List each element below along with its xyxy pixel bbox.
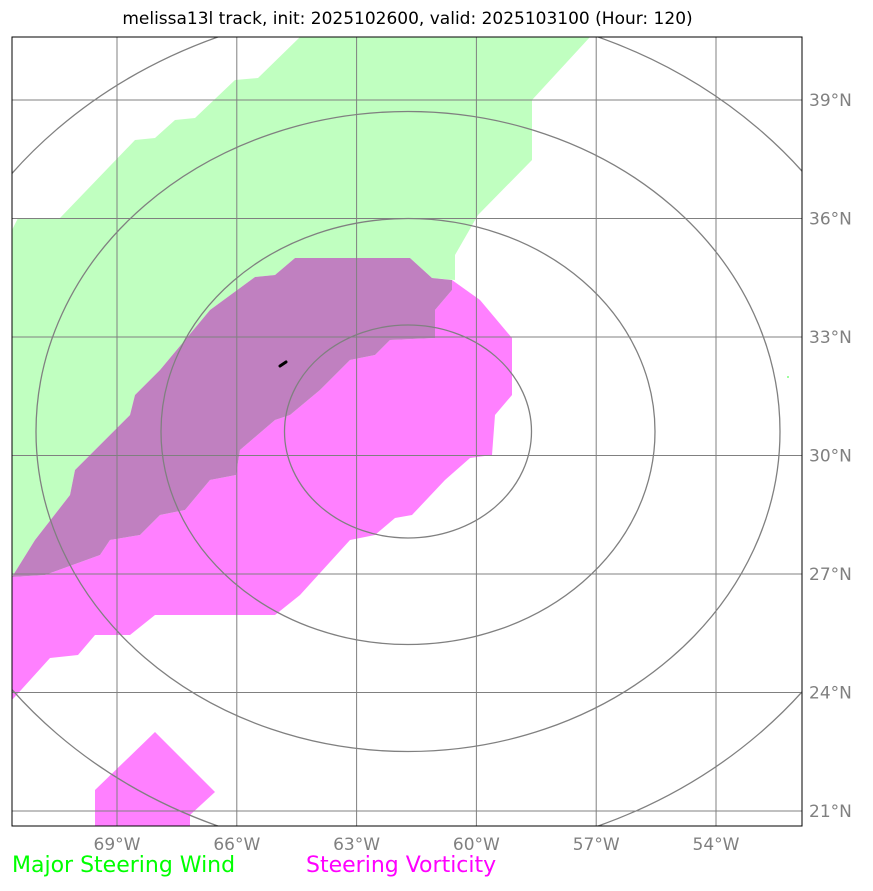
latitude-label: 30°N [809, 447, 852, 467]
range-ring [35, 110, 781, 753]
longitude-label: 60°W [453, 835, 500, 855]
longitude-label: 66°W [213, 835, 260, 855]
latitude-label: 24°N [809, 684, 852, 704]
latitude-label: 21°N [809, 802, 852, 822]
range-ring [283, 324, 533, 539]
longitude-label: 69°W [94, 835, 141, 855]
wind-dot [787, 376, 789, 378]
gridlines [12, 37, 802, 826]
steering-vorticity-area-south [95, 732, 215, 826]
overlap-area [12, 258, 452, 577]
latitude-label: 36°N [809, 210, 852, 230]
steering-wind-area [12, 37, 590, 577]
map-title: melissa13l track, init: 2025102600, vali… [122, 9, 693, 29]
range-rings [12, 37, 802, 826]
longitude-label: 54°W [693, 835, 740, 855]
steering-vorticity-area [12, 280, 512, 700]
range-ring [160, 217, 656, 646]
map-frame [11, 36, 803, 827]
legend-wind: Major Steering Wind [12, 853, 236, 878]
latitude-label: 27°N [809, 565, 852, 585]
latitude-label: 39°N [809, 91, 852, 111]
legend-vorticity: Steering Vorticity [306, 853, 497, 878]
longitude-label: 63°W [333, 835, 380, 855]
latitude-label: 33°N [809, 328, 852, 348]
storm-track [278, 360, 288, 368]
longitude-label: 57°W [573, 835, 620, 855]
